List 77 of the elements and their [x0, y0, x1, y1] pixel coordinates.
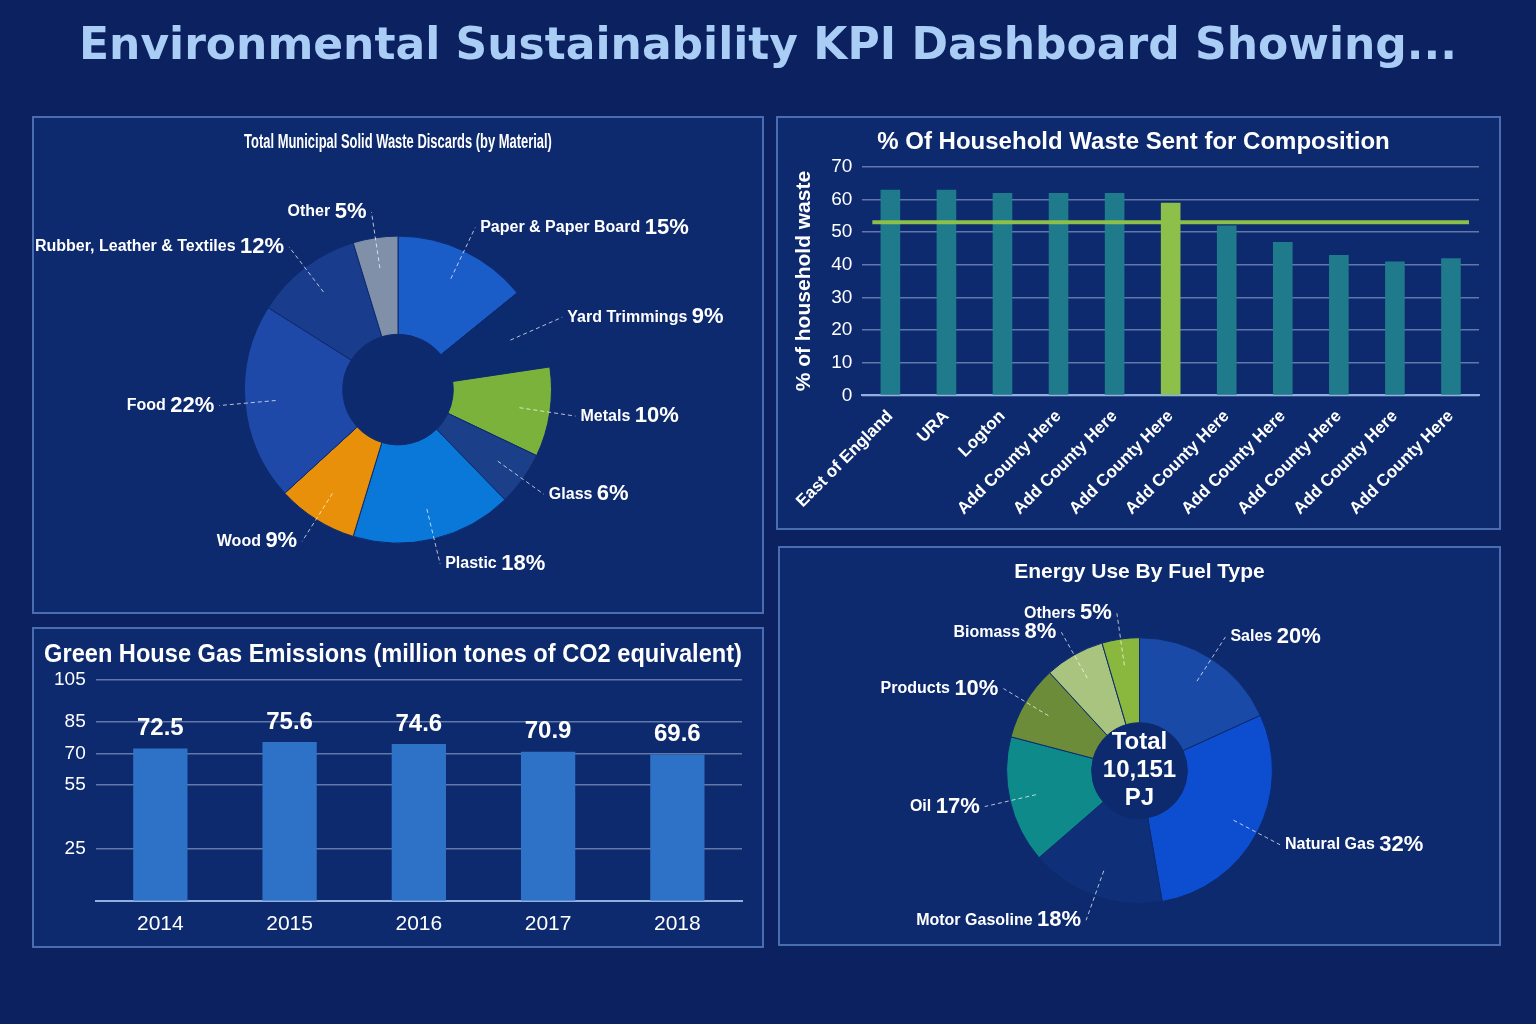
data-label: 10%	[954, 674, 999, 700]
y-tick-label: 85	[64, 710, 86, 732]
y-tick-label: 55	[64, 773, 86, 795]
bar	[992, 192, 1013, 395]
data-label: 70.9	[524, 716, 572, 744]
data-label: 10%	[634, 402, 679, 428]
data-label: 74.6	[395, 708, 443, 736]
data-label: 15%	[644, 213, 689, 239]
y-tick-label: 25	[64, 836, 86, 858]
bar	[1441, 258, 1461, 395]
x-tick-label: 2015	[266, 911, 313, 935]
data-label: 75.6	[266, 706, 313, 734]
bar	[1329, 254, 1349, 395]
slice-label: Glass	[548, 484, 593, 502]
bar	[1385, 261, 1405, 395]
y-tick-label: 70	[831, 155, 853, 177]
data-label: 20%	[1276, 622, 1321, 648]
bar	[133, 748, 188, 901]
data-label: 69.6	[654, 719, 701, 747]
slice-label: Others	[1024, 603, 1081, 621]
x-tick-label: 2017	[524, 911, 572, 935]
bar	[1048, 192, 1069, 395]
data-label: 17%	[935, 792, 980, 818]
slice-label: Metals	[580, 406, 631, 424]
chart-title: % Of Household Waste Sent for Composition	[877, 127, 1390, 155]
chart-title: Total Municipal Solid Waste Discards (by Material)	[244, 129, 552, 154]
y-tick-label: 40	[831, 253, 853, 275]
bar	[936, 189, 957, 395]
data-label: 22%	[170, 391, 215, 417]
x-tick-label: 2016	[395, 911, 443, 935]
chart-title: Energy Use By Fuel Type	[1014, 559, 1265, 583]
data-label: 9%	[691, 303, 724, 329]
y-tick-label: 10	[831, 350, 853, 372]
data-label: 6%	[596, 480, 629, 506]
bar	[650, 754, 705, 901]
slice-label: Products	[880, 678, 955, 696]
bar	[520, 751, 576, 901]
bar	[262, 741, 317, 901]
slice-label: Other	[287, 202, 335, 220]
text: Total 10,151 PJ	[1102, 727, 1177, 811]
slice-label: Food	[126, 395, 171, 413]
slice-label: Rubber, Leather & Textiles	[34, 237, 241, 255]
y-tick-label: 70	[64, 741, 86, 763]
y-tick-label: 0	[841, 383, 853, 405]
slice-label: Oil	[909, 797, 936, 814]
bar	[880, 189, 901, 395]
slice-label: Natural Gas	[1285, 835, 1375, 853]
y-tick-label: 20	[831, 318, 853, 340]
slice-label: Wood	[216, 531, 266, 549]
data-label: 32%	[1379, 830, 1424, 856]
data-label: 9%	[265, 527, 298, 553]
y-tick-label: 105	[54, 668, 86, 690]
y-axis-title: % of household waste	[791, 170, 815, 392]
bar	[1272, 241, 1293, 395]
y-tick-label: 50	[831, 220, 853, 242]
data-label: 12%	[240, 232, 285, 258]
x-tick-label: 2018	[654, 911, 701, 935]
bar	[1104, 192, 1125, 395]
slice-label: Plastic	[445, 554, 497, 572]
y-tick-label: 60	[831, 187, 853, 209]
data-label: 72.5	[136, 713, 184, 741]
data-label: 8%	[1024, 618, 1057, 644]
slice-label: Motor Gasoline	[916, 910, 1038, 928]
bar	[1216, 225, 1237, 395]
bar	[391, 744, 446, 901]
data-label: 18%	[501, 550, 546, 576]
chart-title: Green House Gas Emissions (million tones of CO2 equivalent)	[44, 638, 742, 668]
slice-label: Yard Trimmings	[567, 307, 688, 325]
data-label: 18%	[1037, 906, 1082, 932]
slice-label: Biomass	[953, 622, 1025, 640]
x-tick-label: 2014	[136, 911, 185, 935]
data-label: 5%	[1080, 599, 1112, 625]
slice-label: Sales	[1230, 627, 1273, 645]
data-label: 5%	[334, 198, 367, 224]
y-tick-label: 30	[831, 285, 853, 307]
slice-label: Paper & Paper Board	[480, 217, 641, 235]
text: Environmental Sustainability KPI Dashboard Showing...	[78, 18, 1458, 69]
